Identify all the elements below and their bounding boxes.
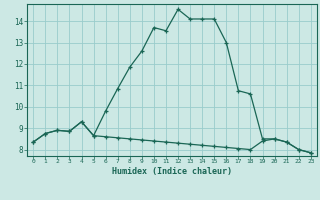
X-axis label: Humidex (Indice chaleur): Humidex (Indice chaleur) [112, 167, 232, 176]
